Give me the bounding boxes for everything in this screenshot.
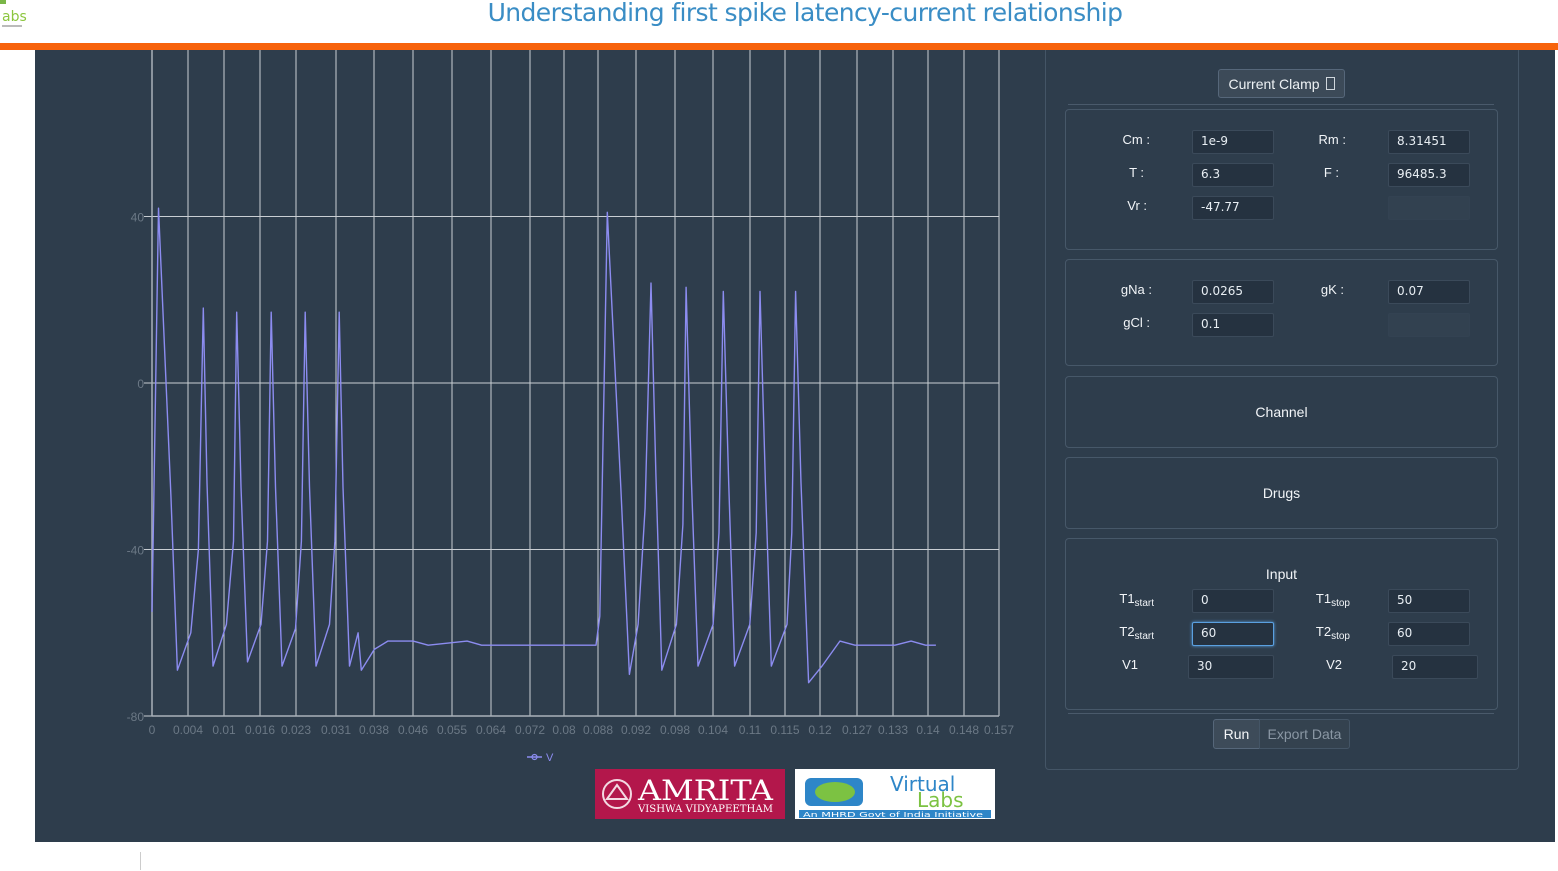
gna-label: gNa : [1120,282,1152,297]
vr-input[interactable]: -47.77 [1192,196,1274,220]
y-tick-label: 40 [131,211,145,225]
y-tick-label: -40 [127,544,145,558]
vlabs-subtitle: An MHRD Govt of India Initiative [803,811,983,819]
gcl-label: gCl : [1123,315,1150,330]
x-tick-label: 0.133 [878,723,908,737]
svg-text:abs: abs [2,9,27,25]
x-tick-label: 0.046 [398,723,428,737]
rm-label: Rm : [1318,132,1346,147]
x-tick-label: 0.14 [916,723,940,737]
x-tick-label: 0.148 [949,723,979,737]
x-tick-label: 0.127 [842,723,872,737]
input-label: Input [1265,566,1298,582]
x-tick-label: 0.004 [173,723,203,737]
x-tick-label: 0.104 [698,723,728,737]
gk-label: gK : [1320,282,1344,297]
x-tick-label: 0.01 [212,723,236,737]
gcl-input[interactable]: 0.1 [1192,313,1274,337]
x-tick-label: 0.11 [739,723,762,737]
drugs-box[interactable] [1065,457,1498,529]
page-title: Understanding first spike latency-curren… [487,0,1123,27]
gna-input[interactable]: 0.0265 [1192,280,1274,304]
cm-input[interactable]: 1e-9 [1192,130,1274,154]
legend-marker [531,753,538,761]
cm-label: Cm : [1122,132,1150,147]
t1start-label: T1start [1119,591,1154,609]
clamp-mode-dropdown[interactable]: Current Clamp [1218,69,1345,98]
t2stop-label: T2stop [1315,624,1350,642]
t2stop-input[interactable]: 60 [1388,622,1470,646]
virtual-labs-corner-logo[interactable]: abs [0,0,30,30]
x-tick-label: 0.031 [321,723,351,737]
v1-label: V1 [1122,657,1138,672]
x-tick-label: 0.088 [583,723,613,737]
channel-label: Channel [1255,404,1308,420]
amrita-subtitle: VISHWA VIDYAPEETHAM [637,804,773,815]
divider [1068,104,1494,105]
rm-input[interactable]: 8.31451 [1388,130,1470,154]
f-label: F : [1323,165,1339,180]
channel-box[interactable] [1065,376,1498,448]
series-line-v [151,207,936,684]
gk-input[interactable]: 0.07 [1388,280,1470,304]
y-tick-label: -80 [127,710,145,724]
clamp-mode-label: Current Clamp [1228,76,1320,92]
header-bar: abs Understanding first spike latency-cu… [0,0,1558,43]
x-tick-label: 0.072 [515,723,545,737]
v1-input[interactable]: 30 [1188,655,1274,679]
export-data-button[interactable]: Export Data [1259,719,1350,749]
divider [1068,713,1494,714]
amrita-logo[interactable]: AMRITA VISHWA VIDYAPEETHAM [595,769,785,819]
input-box [1065,538,1498,710]
vlabs-title-1: Virtual [890,772,955,796]
x-tick-label: 0.157 [984,723,1014,737]
x-tick-label: 0.023 [281,723,311,737]
t2start-label: T2start [1119,624,1154,642]
membrane-params-box [1065,109,1498,250]
v2-label: V2 [1326,657,1342,672]
y-tick-label: 0 [137,377,144,391]
t-label: T : [1129,165,1144,180]
drugs-label: Drugs [1262,485,1301,501]
x-tick-label: 0.092 [621,723,651,737]
t2start-input[interactable]: 60 [1192,622,1274,646]
amrita-title: AMRITA [637,774,774,807]
conductance-box [1065,259,1498,366]
x-tick-label: 0 [149,723,156,737]
vr-label: Vr : [1127,198,1147,213]
divider [140,852,141,870]
accent-divider [0,43,1558,50]
vlabs-title-2: Labs [917,788,964,812]
x-tick-label: 0.115 [770,723,799,737]
x-tick-label: 0.016 [245,723,275,737]
x-tick-label: 0.12 [808,723,832,737]
x-tick-label: 0.098 [660,723,690,737]
v2-input[interactable]: 20 [1392,655,1478,679]
empty-field [1388,313,1470,337]
chevron-down-icon [1325,77,1335,90]
f-input[interactable]: 96485.3 [1388,163,1470,187]
empty-field [1388,196,1470,220]
x-tick-label: 0.064 [476,723,506,737]
t1start-input[interactable]: 0 [1192,589,1274,613]
t-input[interactable]: 6.3 [1192,163,1274,187]
x-tick-label: 0.055 [437,723,467,737]
legend-label: V [546,752,554,764]
virtual-labs-logo[interactable]: Virtual Labs An MHRD Govt of India Initi… [795,769,995,819]
run-button[interactable]: Run [1213,719,1260,749]
x-tick-label: 0.08 [552,723,576,737]
t1stop-input[interactable]: 50 [1388,589,1470,613]
x-tick-label: 0.038 [359,723,389,737]
t1stop-label: T1stop [1315,591,1350,609]
